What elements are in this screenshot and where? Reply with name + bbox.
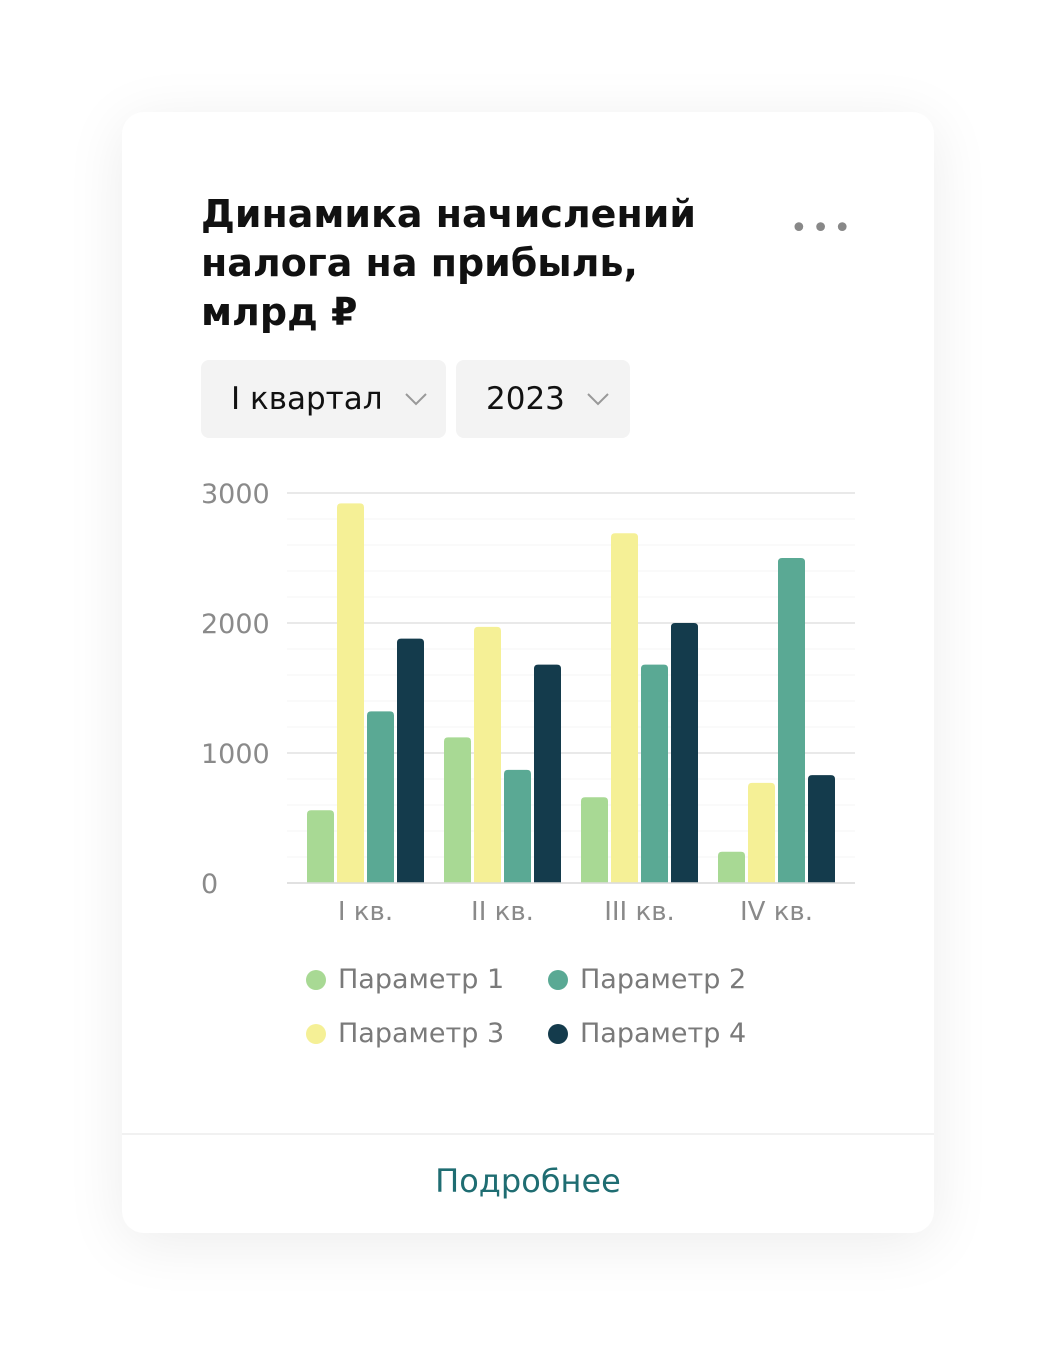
legend-dot: [548, 969, 568, 990]
legend-dot: [306, 969, 326, 990]
bar-3-1: [367, 711, 394, 883]
legend-label: Параметр 3: [338, 1018, 505, 1049]
legend-label: Параметр 2: [580, 964, 747, 995]
y-tick-label: 1000: [201, 739, 270, 770]
bar-4-3: [671, 623, 698, 883]
bar-2-4: [748, 782, 775, 883]
legend-dot: [548, 1023, 568, 1044]
card-title: Динамика начислений налога на прибыль, м…: [201, 192, 696, 334]
legend-dot: [306, 1023, 326, 1044]
bar-3-2: [504, 769, 531, 883]
bar-2-1: [337, 503, 364, 883]
legend-item-2: Параметр 2: [548, 964, 746, 995]
y-tick-label: 0: [201, 869, 218, 900]
year-dropdown[interactable]: 2023: [456, 360, 630, 438]
ellipsis-horizontal-icon[interactable]: •••: [790, 211, 856, 246]
legend-item-1: Параметр 1: [306, 964, 504, 995]
bar-2-3: [611, 533, 638, 883]
bar-3-3: [641, 664, 668, 883]
bar-1-2: [444, 737, 471, 883]
bar-4-1: [397, 638, 424, 883]
bar-chart: 0 1000 2000 3000 I кв. II кв. III кв. IV кв.: [201, 479, 855, 927]
year-value: 2023: [486, 381, 565, 417]
bar-1-3: [581, 797, 608, 883]
legend-label: Параметр 4: [580, 1018, 747, 1049]
chevron-down-icon: [404, 393, 427, 406]
divider: [122, 1133, 934, 1135]
period-value: I квартал: [231, 381, 383, 417]
chevron-down-icon: [587, 393, 609, 406]
x-tick-label: IV кв.: [740, 897, 813, 927]
bar-2-2: [474, 626, 501, 883]
legend-item-3: Параметр 3: [306, 1018, 504, 1049]
x-tick-label: III кв.: [604, 897, 675, 927]
legend-item-4: Параметр 4: [548, 1018, 746, 1049]
chart-card: Динамика начислений налога на прибыль, м…: [122, 112, 934, 1233]
y-tick-label: 2000: [201, 609, 270, 640]
x-tick-label: II кв.: [471, 897, 534, 927]
y-tick-label: 3000: [201, 479, 270, 510]
bar-4-4: [808, 775, 835, 883]
period-dropdown[interactable]: I квартал: [201, 360, 446, 438]
x-tick-label: I кв.: [338, 897, 393, 927]
bar-1-1: [307, 810, 334, 883]
bar-4-2: [534, 664, 561, 883]
bar-1-4: [718, 851, 745, 883]
bar-3-4: [778, 558, 805, 883]
legend-label: Параметр 1: [338, 964, 505, 995]
details-link[interactable]: Подробнее: [435, 1162, 621, 1200]
